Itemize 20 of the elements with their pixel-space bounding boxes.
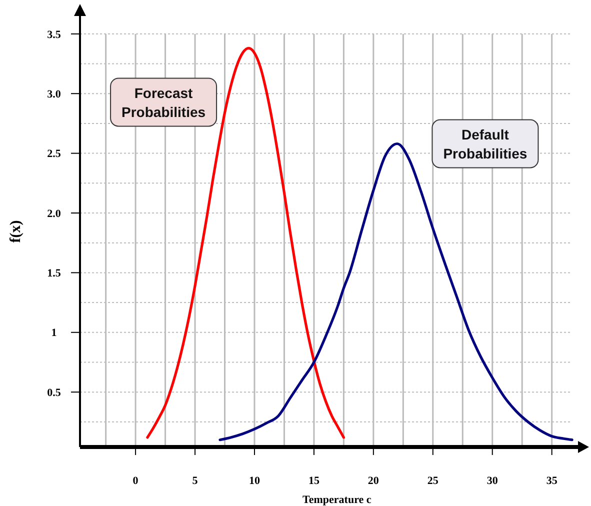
series-label: Forecast Probabilities <box>122 85 206 120</box>
y-tick-label: 0.5 <box>47 386 62 399</box>
y-axis-title: f(x) <box>8 220 24 243</box>
text: Default Probabilities <box>443 126 528 162</box>
line-series <box>218 142 574 442</box>
x-tick-label: 0 <box>132 475 139 487</box>
y-tick-label: 2.0 <box>47 208 62 220</box>
x-tick-label: 30 <box>486 475 498 487</box>
y-tick-label: 1.5 <box>47 268 62 280</box>
y-tick-label: 3.0 <box>47 88 62 100</box>
y-tick-label: 1 <box>51 327 57 340</box>
x-tick-label: 20 <box>368 475 380 487</box>
x-tick-label: 10 <box>248 475 260 487</box>
x-tick-label: 15 <box>308 475 320 487</box>
x-tick-label: 25 <box>427 475 439 487</box>
y-tick-label: 2.5 <box>47 148 62 160</box>
y-tick-label: 3.5 <box>47 28 62 41</box>
x-tick-label: 5 <box>192 475 198 487</box>
x-tick-label: 35 <box>546 475 558 487</box>
x-axis-title: Temperature c <box>302 494 372 506</box>
